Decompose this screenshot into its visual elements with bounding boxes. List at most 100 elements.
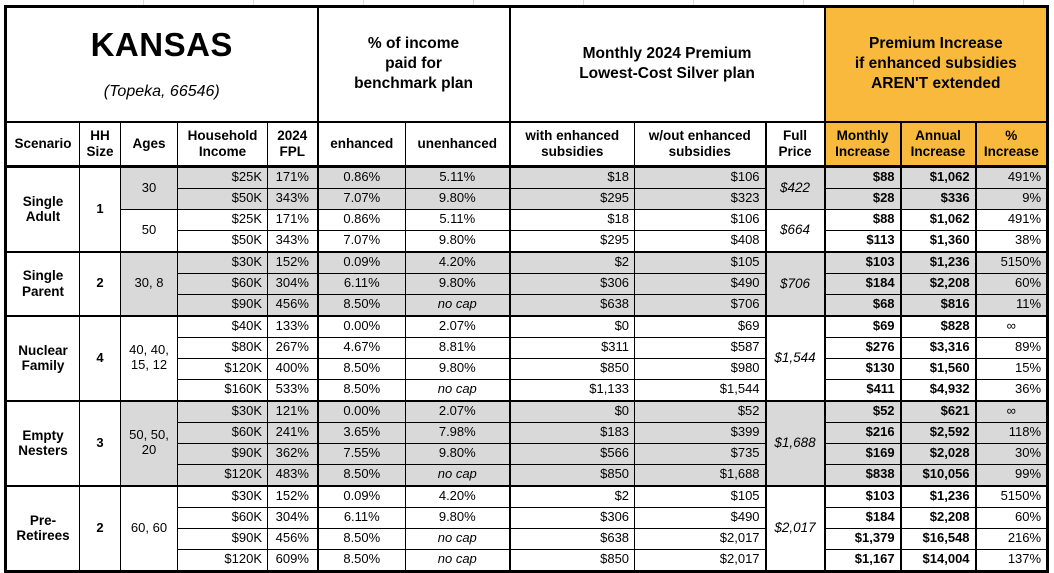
fpl-cell: 456%: [266, 527, 319, 550]
group-header-row: KANSAS (Topeka, 66546) % of income paid …: [4, 5, 1049, 123]
hh-size-cell: 3: [79, 399, 121, 487]
enhanced-pct-cell: 7.07%: [316, 229, 407, 253]
table-row: Pre-Retirees 2 60, 60 $30K 152% 0.09% 4.20% $2 $…: [5, 484, 1049, 572]
income-cell: $120K: [177, 548, 268, 572]
col-header-full-price: Full Price: [764, 120, 826, 168]
unenhanced-pct-cell: no cap: [405, 548, 511, 572]
with-subsidies-cell: $0: [508, 314, 636, 338]
with-subsidies-cell: $566: [508, 442, 636, 465]
enhanced-pct-cell: 6.11%: [316, 506, 407, 529]
ages-cell: 60, 60: [120, 484, 178, 572]
annual-increase-cell: $2,028: [899, 442, 977, 465]
table-row: $90K 362% 7.55% 9.80% $566 $735 $169 $2,028 30%: [6, 442, 1049, 465]
with-subsidies-cell: $295: [508, 229, 636, 253]
full-price-cell: $422: [764, 165, 826, 210]
table-row: $50K 343% 7.07% 9.80% $295 $323 $28 $336 9%: [6, 187, 1049, 210]
monthly-increase-cell: $184: [823, 506, 902, 529]
col-header-enhanced: enhanced: [316, 120, 407, 168]
unenhanced-pct-cell: no cap: [405, 293, 511, 317]
enhanced-pct-cell: 7.55%: [316, 442, 407, 465]
wout-subsidies-cell: $490: [634, 272, 767, 295]
col-header-unenhanced: unenhanced: [405, 120, 511, 168]
annual-increase-cell: $816: [899, 293, 977, 317]
table-row: 50 $25K 171% 0.86% 5.11% $18 $106 $664 $88 $1,062…: [6, 208, 1049, 253]
wout-subsidies-cell: $105: [634, 250, 767, 274]
annual-increase-cell: $2,592: [899, 421, 977, 444]
enhanced-pct-cell: 8.50%: [316, 527, 407, 550]
ages-cell: 40, 40, 15, 12: [120, 314, 178, 402]
monthly-increase-cell: $68: [823, 293, 902, 317]
with-subsidies-cell: $0: [508, 399, 636, 423]
col-header-annual-increase: Annual Increase: [899, 120, 977, 168]
fpl-cell: 362%: [266, 442, 319, 465]
fpl-cell: 609%: [266, 548, 319, 572]
unenhanced-pct-cell: 9.80%: [405, 506, 511, 529]
wout-subsidies-cell: $1,544: [634, 378, 767, 402]
annual-increase-cell: $2,208: [899, 506, 977, 529]
income-cell: $80K: [177, 336, 268, 359]
monthly-increase-cell: $69: [823, 314, 902, 338]
unenhanced-pct-cell: no cap: [405, 378, 511, 402]
income-cell: $25K: [177, 208, 268, 231]
ages-cell: 30: [120, 165, 178, 210]
enhanced-pct-cell: 0.00%: [316, 314, 407, 338]
enhanced-pct-cell: 6.11%: [316, 272, 407, 295]
monthly-increase-cell: $1,379: [823, 527, 902, 550]
wout-subsidies-cell: $323: [634, 187, 767, 210]
unenhanced-pct-cell: 9.80%: [405, 272, 511, 295]
wout-subsidies-cell: $2,017: [634, 548, 767, 572]
table-row: $90K 456% 8.50% no cap $638 $706 $68 $816 11%: [6, 293, 1049, 317]
wout-subsidies-cell: $587: [634, 336, 767, 359]
table-row: $120K 400% 8.50% 9.80% $850 $980 $130 $1,560 15%: [6, 357, 1049, 380]
annual-increase-cell: $621: [899, 399, 977, 423]
fpl-cell: 456%: [266, 293, 319, 317]
unenhanced-pct-cell: 7.98%: [405, 421, 511, 444]
annual-increase-cell: $16,548: [899, 527, 977, 550]
monthly-increase-cell: $184: [823, 272, 902, 295]
unenhanced-pct-cell: no cap: [405, 463, 511, 487]
wout-subsidies-cell: $106: [634, 208, 767, 231]
table-row: $60K 304% 6.11% 9.80% $306 $490 $184 $2,208 60%: [6, 272, 1049, 295]
unenhanced-pct-cell: 4.20%: [405, 250, 511, 274]
unenhanced-pct-cell: 9.80%: [405, 187, 511, 210]
table-row: $60K 241% 3.65% 7.98% $183 $399 $216 $2,592 118%: [6, 421, 1049, 444]
full-price-cell: $2,017: [764, 484, 826, 572]
pct-increase-cell: 5150%: [974, 484, 1049, 508]
monthly-increase-cell: $103: [823, 484, 902, 508]
pct-increase-cell: 99%: [974, 463, 1049, 487]
with-subsidies-cell: $183: [508, 421, 636, 444]
table-row: $120K 483% 8.50% no cap $850 $1,688 $838 $10,05…: [6, 463, 1049, 487]
full-price-cell: $664: [764, 208, 826, 253]
fpl-cell: 241%: [266, 421, 319, 444]
table-row: $80K 267% 4.67% 8.81% $311 $587 $276 $3,316 89%: [6, 336, 1049, 359]
col-header-with-subsidies: with enhanced subsidies: [508, 120, 636, 168]
monthly-increase-cell: $411: [823, 378, 902, 402]
with-subsidies-cell: $1,133: [508, 378, 636, 402]
income-cell: $40K: [177, 314, 268, 338]
hh-size-cell: 2: [79, 484, 121, 572]
table-row: Single Adult 1 30 $25K 171% 0.86% 5.11% $18 $106…: [5, 165, 1049, 253]
monthly-increase-cell: $1,167: [823, 548, 902, 572]
income-cell: $50K: [177, 187, 268, 210]
scenario-cell: Single Parent: [5, 250, 80, 317]
with-subsidies-cell: $638: [508, 527, 636, 550]
wout-subsidies-cell: $735: [634, 442, 767, 465]
wout-subsidies-cell: $408: [634, 229, 767, 253]
pct-increase-cell: 89%: [974, 336, 1049, 359]
wout-subsidies-cell: $490: [634, 506, 767, 529]
annual-increase-cell: $1,062: [899, 208, 977, 231]
hh-size-cell: 1: [79, 165, 121, 253]
annual-increase-cell: $1,360: [899, 229, 977, 253]
ages-cell: 50, 50, 20: [120, 399, 178, 487]
fpl-cell: 171%: [266, 208, 319, 231]
income-cell: $90K: [177, 527, 268, 550]
fpl-cell: 267%: [266, 336, 319, 359]
income-cell: $30K: [177, 250, 268, 274]
income-cell: $30K: [177, 484, 268, 508]
table-row: Empty Nesters 3 50, 50, 20 $30K 121% 0.00% 2.0…: [5, 399, 1049, 487]
unenhanced-pct-cell: 2.07%: [405, 314, 511, 338]
monthly-increase-cell: $103: [823, 250, 902, 274]
enhanced-pct-cell: 8.50%: [316, 463, 407, 487]
full-price-cell: $706: [764, 250, 826, 317]
pct-increase-cell: 60%: [974, 506, 1049, 529]
